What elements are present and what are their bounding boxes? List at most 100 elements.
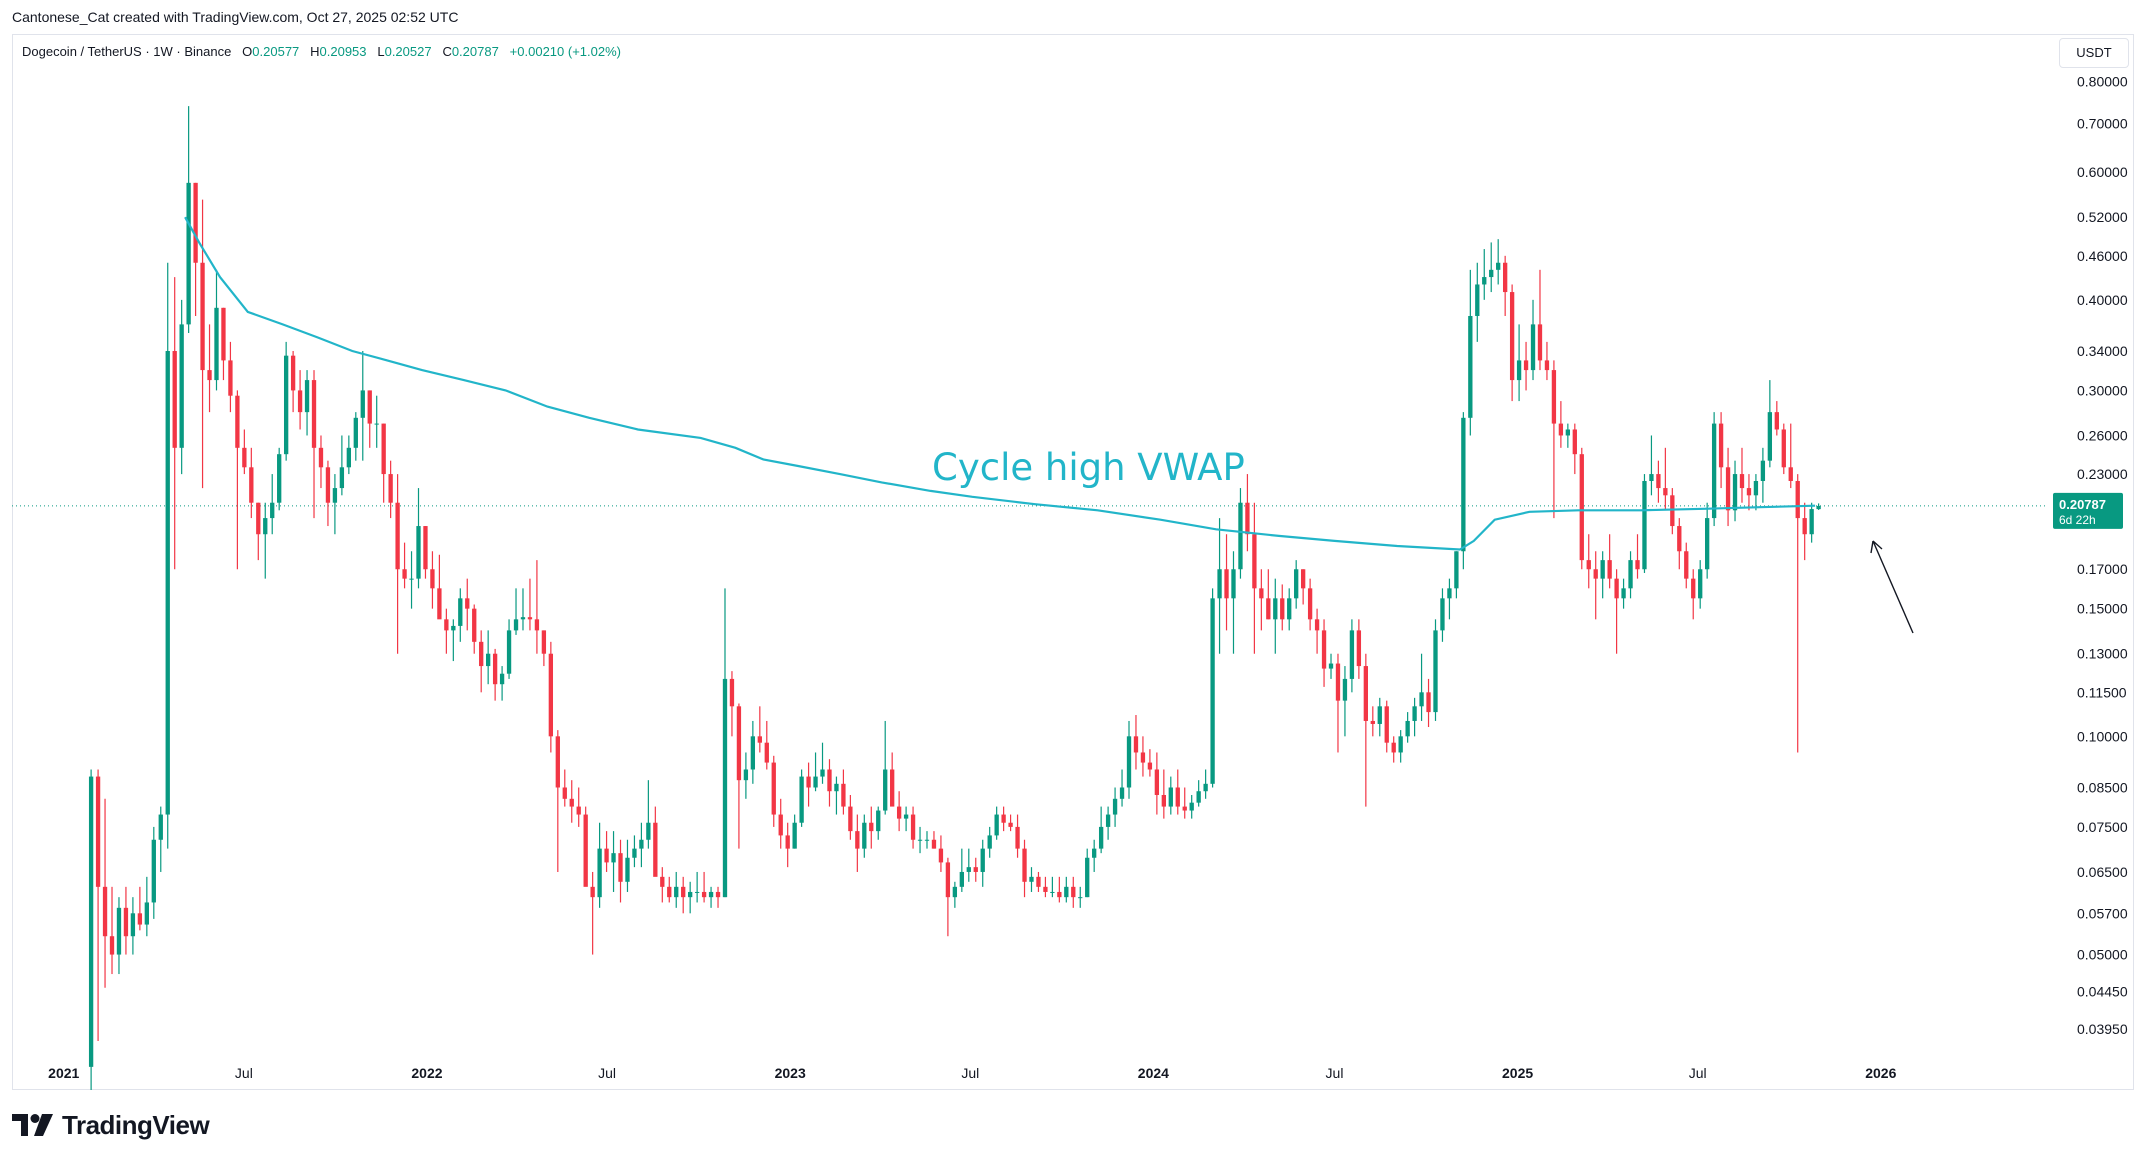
candle-2022-11-28[interactable] (757, 706, 762, 753)
candle-2022-04-25[interactable] (541, 630, 547, 667)
candle-2024-12-02[interactable] (1489, 242, 1494, 293)
candle-2022-10-31[interactable] (729, 671, 735, 737)
candle-2025-08-11[interactable] (1739, 447, 1745, 503)
vwap-annotation-label[interactable]: Cycle high VWAP (932, 446, 1245, 489)
candle-2023-05-22[interactable] (931, 831, 937, 849)
candle-2023-07-10[interactable] (980, 839, 985, 887)
candle-2023-07-24[interactable] (994, 806, 999, 840)
candle-2025-10-13[interactable] (1802, 502, 1807, 561)
candle-2025-04-21[interactable] (1628, 551, 1633, 599)
candlestick-chart[interactable]: 0.80000 0.70000 0.60000 0.52000 0.46000 0.400… (0, 0, 2138, 1090)
candle-2025-03-17[interactable] (1593, 551, 1598, 620)
candle-2024-03-18[interactable] (1231, 551, 1236, 654)
candle-2025-06-23[interactable] (1691, 569, 1696, 620)
candle-2022-07-25[interactable] (632, 835, 637, 868)
candle-2023-12-04[interactable] (1126, 720, 1132, 799)
candle-2021-07-05[interactable] (249, 447, 254, 519)
candle-2025-10-06[interactable] (1795, 474, 1800, 753)
candle-2024-06-24[interactable] (1328, 653, 1334, 679)
candle-2022-08-08[interactable] (646, 780, 651, 849)
candle-2021-02-01[interactable] (95, 769, 101, 1041)
candle-2024-01-01[interactable] (1154, 752, 1160, 815)
candle-2024-05-06[interactable] (1280, 584, 1285, 631)
candle-2024-02-19[interactable] (1203, 769, 1208, 799)
candle-2022-02-14[interactable] (472, 604, 477, 654)
candle-2025-10-27[interactable] (1816, 503, 1821, 510)
candle-2021-04-19[interactable] (172, 277, 177, 570)
candle-2023-07-31[interactable] (1001, 806, 1006, 832)
candle-2024-11-25[interactable] (1482, 249, 1487, 300)
candle-2024-10-14[interactable] (1440, 588, 1445, 642)
candle-2023-01-02[interactable] (792, 814, 797, 849)
candle-2024-07-01[interactable] (1335, 653, 1341, 753)
candle-2022-10-03[interactable] (701, 871, 707, 903)
candle-2024-04-29[interactable] (1273, 578, 1278, 654)
candle-2023-02-06[interactable] (827, 759, 832, 807)
candle-2023-08-14[interactable] (1015, 814, 1020, 858)
candle-2022-12-19[interactable] (778, 798, 783, 849)
candle-2023-07-03[interactable] (973, 857, 978, 882)
candle-2021-11-08[interactable] (374, 395, 379, 448)
candle-2021-06-28[interactable] (242, 429, 247, 475)
candle-2024-02-12[interactable] (1196, 780, 1201, 807)
candle-2023-12-11[interactable] (1133, 715, 1139, 770)
candle-2021-06-21[interactable] (235, 390, 240, 570)
candle-2025-07-28[interactable] (1725, 447, 1731, 527)
candle-2022-05-23[interactable] (569, 780, 574, 823)
candle-2025-07-21[interactable] (1718, 412, 1724, 489)
candle-2021-05-24[interactable] (207, 324, 212, 413)
candle-2025-03-10[interactable] (1586, 534, 1591, 589)
candle-2024-05-13[interactable] (1287, 588, 1292, 631)
candle-2021-08-23[interactable] (297, 370, 303, 430)
candle-2024-09-30[interactable] (1426, 678, 1431, 728)
candle-2025-05-19[interactable] (1656, 460, 1661, 503)
candle-2021-09-20[interactable] (325, 460, 331, 527)
candle-2021-06-14[interactable] (228, 341, 233, 413)
candle-2024-05-20[interactable] (1294, 560, 1299, 609)
candle-2022-08-15[interactable] (653, 806, 658, 877)
candle-2024-08-26[interactable] (1391, 736, 1396, 763)
candle-2021-10-25[interactable] (360, 351, 365, 461)
candle-2021-03-01[interactable] (123, 886, 129, 955)
candle-2024-04-01[interactable] (1245, 474, 1250, 552)
candle-2024-03-04[interactable] (1217, 518, 1222, 654)
candle-2022-12-12[interactable] (771, 755, 776, 827)
candle-2025-02-24[interactable] (1572, 423, 1577, 475)
candle-2024-09-16[interactable] (1412, 697, 1417, 737)
candle-2025-01-20[interactable] (1537, 269, 1543, 371)
candle-2021-07-26[interactable] (270, 474, 275, 535)
candle-2022-10-17[interactable] (715, 886, 721, 908)
candle-2024-07-15[interactable] (1349, 619, 1355, 693)
candle-2024-10-28[interactable] (1454, 551, 1459, 599)
candle-2023-12-18[interactable] (1140, 736, 1146, 777)
tradingview-logo[interactable]: TradingView (12, 1110, 210, 1140)
candle-2021-09-06[interactable] (311, 370, 317, 519)
candle-2024-08-19[interactable] (1384, 700, 1389, 753)
candle-2025-09-29[interactable] (1788, 423, 1793, 489)
candle-2022-10-10[interactable] (708, 886, 714, 908)
candle-2021-03-15[interactable] (137, 886, 143, 931)
candle-2024-12-23[interactable] (1509, 284, 1515, 402)
candle-2022-01-31[interactable] (458, 588, 463, 642)
candle-2021-12-20[interactable] (416, 488, 421, 589)
candle-2024-09-23[interactable] (1419, 653, 1424, 721)
candle-2024-01-29[interactable] (1182, 787, 1187, 819)
candle-2022-07-18[interactable] (625, 839, 630, 892)
candle-2022-01-03[interactable] (430, 551, 435, 609)
candle-2024-12-09[interactable] (1496, 239, 1501, 285)
candle-2021-07-12[interactable] (256, 502, 261, 561)
candle-2023-01-16[interactable] (806, 762, 811, 807)
candle-2025-04-14[interactable] (1621, 578, 1626, 609)
candle-2022-09-19[interactable] (688, 881, 693, 914)
candle-2021-05-31[interactable] (214, 269, 219, 391)
candle-2023-03-20[interactable] (869, 806, 874, 849)
candle-2023-04-24[interactable] (903, 806, 909, 832)
candle-2025-02-03[interactable] (1551, 360, 1557, 519)
candle-2022-01-17[interactable] (444, 608, 449, 654)
candle-2022-02-07[interactable] (465, 578, 470, 631)
candle-2021-11-29[interactable] (395, 474, 400, 654)
candle-2021-01-25[interactable] (88, 769, 94, 1090)
candle-2025-07-07[interactable] (1705, 502, 1710, 579)
candle-2023-10-23[interactable] (1085, 848, 1090, 898)
candle-2023-01-23[interactable] (813, 752, 818, 792)
